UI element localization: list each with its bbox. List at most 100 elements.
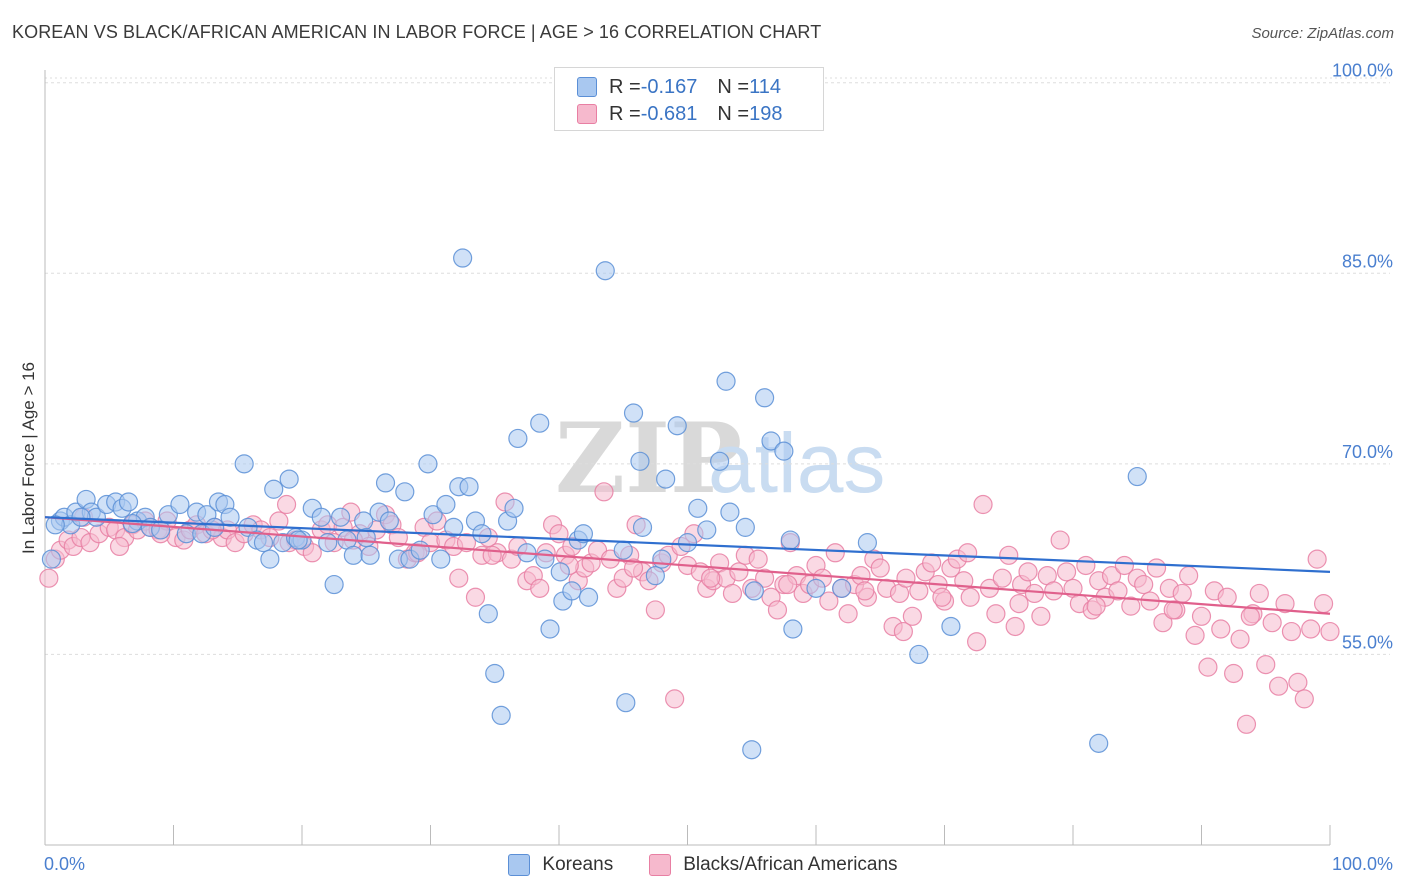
black-point xyxy=(893,621,913,642)
black-point xyxy=(530,578,550,598)
korean-point xyxy=(71,507,91,527)
korean-point xyxy=(118,492,139,512)
black-point xyxy=(1240,606,1260,626)
black-point xyxy=(1224,663,1244,684)
black-point xyxy=(269,511,289,531)
black-point xyxy=(1288,672,1308,692)
n-value: 114 xyxy=(749,75,781,98)
y-axis-label: In Labor Force | Age > 16 xyxy=(19,362,38,554)
korean-point xyxy=(573,524,594,544)
korean-point xyxy=(720,502,740,522)
korean-point xyxy=(360,545,380,565)
r-value: -0.681 xyxy=(640,102,698,125)
black-point xyxy=(1307,549,1327,569)
koreans-swatch xyxy=(577,77,597,97)
black-point xyxy=(902,606,922,626)
black-point xyxy=(1198,657,1218,677)
legend-item-koreans[interactable]: Koreans xyxy=(508,854,613,876)
black-point xyxy=(1086,596,1106,616)
black-point xyxy=(482,545,502,565)
korean-point xyxy=(395,482,415,502)
correlation-legend: R = -0.167 N = 114 R = -0.681 N = 198 xyxy=(554,67,824,131)
black-point xyxy=(909,581,929,601)
black-point xyxy=(1281,621,1302,642)
black-point xyxy=(456,533,477,553)
black-point xyxy=(958,543,978,563)
korean-point xyxy=(220,507,240,527)
korean-point xyxy=(623,403,644,423)
korean-point xyxy=(45,515,65,535)
korean-point xyxy=(205,517,225,537)
korean-point xyxy=(423,505,443,525)
r-value: -0.167 xyxy=(640,75,698,98)
legend-row-black: R = -0.681 N = 198 xyxy=(577,102,782,126)
black-point xyxy=(623,558,644,578)
chart-title: KOREAN VS BLACK/AFRICAN AMERICAN IN LABO… xyxy=(12,22,822,42)
korean-point xyxy=(288,530,308,550)
black-point xyxy=(1262,613,1282,633)
korean-point xyxy=(431,549,451,569)
legend-item-black[interactable]: Blacks/African Americans xyxy=(649,854,898,876)
black-swatch xyxy=(577,104,597,124)
korean-point xyxy=(472,524,492,544)
black-point xyxy=(960,587,980,607)
korean-point xyxy=(857,533,878,553)
black-point xyxy=(1191,606,1212,626)
korean-point xyxy=(909,644,929,665)
korean-point xyxy=(504,498,524,518)
korean-point xyxy=(710,451,730,471)
black-point xyxy=(855,581,875,601)
korean-point xyxy=(343,545,363,565)
korean-point xyxy=(667,416,687,436)
korean-point xyxy=(688,498,708,518)
korean-point xyxy=(170,494,190,515)
korean-point xyxy=(453,248,473,268)
korean-point xyxy=(530,413,550,433)
korean-point xyxy=(264,479,284,499)
black-point xyxy=(870,558,890,578)
black-point xyxy=(1146,558,1167,578)
black-point xyxy=(778,574,798,595)
black-point xyxy=(1121,596,1141,616)
y-tick-label: 55.0% xyxy=(1342,632,1393,652)
korean-point xyxy=(578,587,599,607)
n-label: N = xyxy=(717,102,750,125)
korean-point xyxy=(418,454,438,474)
korean-point xyxy=(330,507,351,527)
korean-point xyxy=(41,549,62,569)
black-point xyxy=(986,604,1006,624)
black-point xyxy=(1249,583,1269,604)
black-point xyxy=(973,494,993,515)
black-point xyxy=(922,553,942,573)
korean-point xyxy=(444,517,464,537)
black-point xyxy=(701,568,721,588)
korean-point xyxy=(379,511,399,531)
x-tick-label: 0.0% xyxy=(44,854,85,874)
black-point xyxy=(1108,581,1128,601)
korean-point xyxy=(677,533,698,553)
korean-point xyxy=(279,469,299,489)
black-point xyxy=(449,568,469,588)
black-point xyxy=(1236,714,1257,734)
korean-point xyxy=(774,441,794,461)
korean-point xyxy=(550,562,570,582)
black-point xyxy=(838,604,858,624)
korean-point xyxy=(318,533,338,553)
black-point xyxy=(665,689,685,709)
black-point xyxy=(1005,616,1025,637)
korean-point xyxy=(459,477,479,497)
black-point xyxy=(1256,654,1276,675)
korean-point xyxy=(656,469,676,489)
black-point xyxy=(1179,566,1199,586)
korean-point xyxy=(652,549,672,569)
korean-point xyxy=(832,578,852,598)
korean-point xyxy=(744,581,764,601)
legend-label-black: Blacks/African Americans xyxy=(683,854,898,875)
black-point xyxy=(302,543,322,563)
legend-row-koreans: R = -0.167 N = 114 xyxy=(577,75,781,99)
black-point xyxy=(1217,587,1237,607)
legend-label-koreans: Koreans xyxy=(542,854,614,875)
black-point xyxy=(1320,621,1340,642)
black-point xyxy=(39,568,59,588)
